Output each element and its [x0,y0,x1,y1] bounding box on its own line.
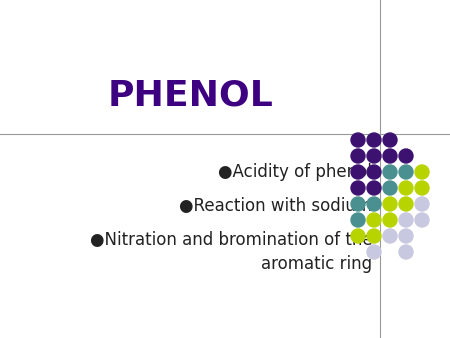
Circle shape [367,181,381,195]
Circle shape [351,197,365,211]
Circle shape [399,149,413,163]
Circle shape [351,165,365,179]
Circle shape [367,229,381,243]
Circle shape [351,149,365,163]
Circle shape [367,133,381,147]
Circle shape [383,149,397,163]
Circle shape [383,197,397,211]
Circle shape [367,149,381,163]
Circle shape [399,165,413,179]
Circle shape [383,229,397,243]
Circle shape [351,229,365,243]
Circle shape [367,165,381,179]
Circle shape [415,213,429,227]
Circle shape [399,197,413,211]
Circle shape [383,213,397,227]
Circle shape [383,165,397,179]
Circle shape [415,197,429,211]
Circle shape [351,133,365,147]
Circle shape [415,165,429,179]
Circle shape [351,181,365,195]
Circle shape [367,245,381,259]
Circle shape [367,197,381,211]
Circle shape [351,213,365,227]
Text: ●Acidity of phenol: ●Acidity of phenol [218,163,372,180]
Circle shape [415,181,429,195]
Text: ●Reaction with sodium: ●Reaction with sodium [179,196,372,215]
Circle shape [367,213,381,227]
Circle shape [399,245,413,259]
Circle shape [383,181,397,195]
Text: aromatic ring: aromatic ring [240,255,372,272]
Text: PHENOL: PHENOL [107,78,273,112]
Text: ●Nitration and bromination of the: ●Nitration and bromination of the [90,231,372,248]
Circle shape [399,181,413,195]
Circle shape [399,213,413,227]
Circle shape [399,229,413,243]
Circle shape [383,133,397,147]
